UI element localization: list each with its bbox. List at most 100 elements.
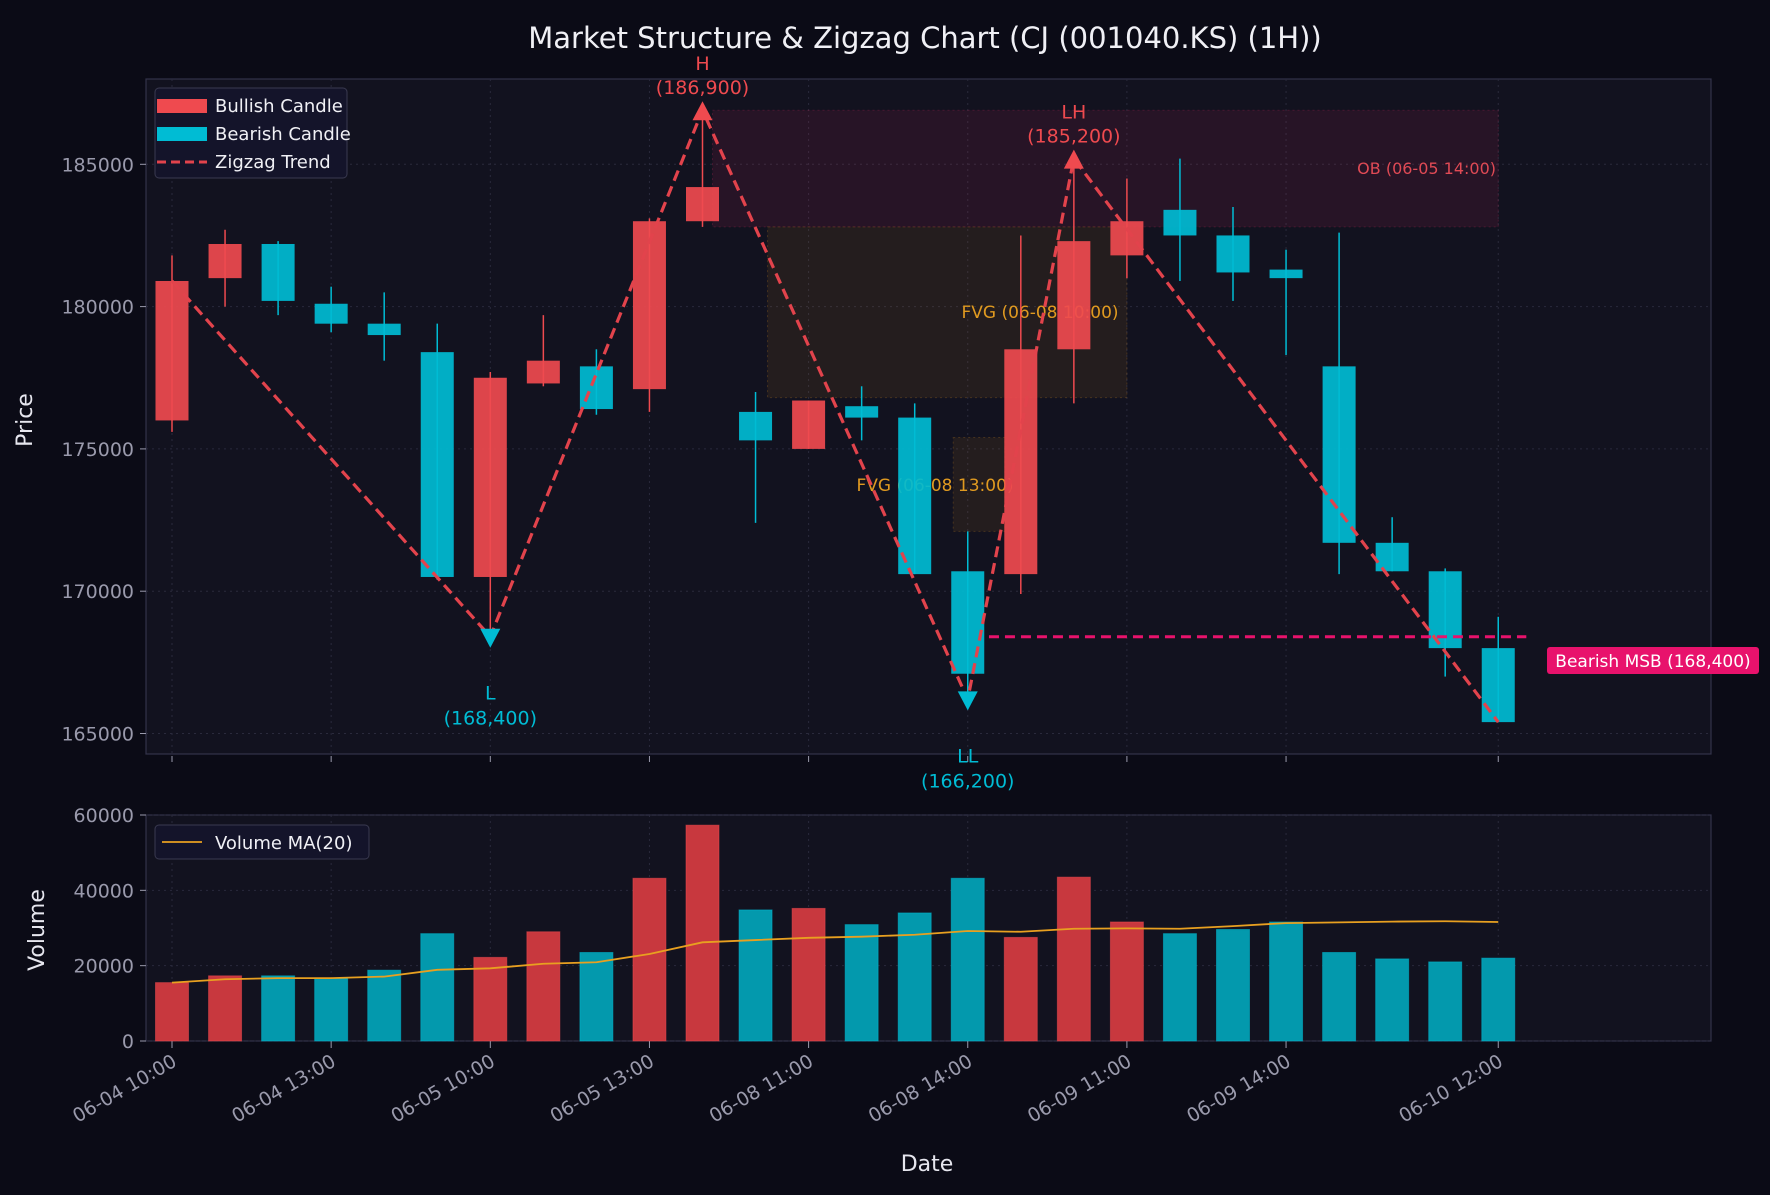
bullish-candle [1057, 158, 1091, 404]
volume-bar [1375, 958, 1410, 1042]
volume-bar [1428, 961, 1463, 1042]
order-block-zone [712, 109, 1499, 228]
pivot-low-marker [957, 691, 978, 711]
candle-body [1057, 241, 1091, 350]
pivot-value: (168,400) [444, 708, 537, 730]
zigzag-trend-line [170, 106, 1500, 724]
candle-body [208, 243, 242, 279]
volume-bar [473, 956, 508, 1042]
bearish-candle [1216, 206, 1250, 301]
volume-tick-label: 20000 [74, 956, 134, 978]
volume-bar [685, 824, 720, 1042]
candle-body [1269, 269, 1303, 279]
fvg-label: FVG (06-08 13:00) [856, 476, 1013, 496]
bullish-candle [1110, 178, 1144, 279]
volume-tick-label: 40000 [74, 880, 134, 902]
volume-bar [261, 975, 296, 1042]
volume-bar [738, 909, 773, 1042]
candle-body [1163, 209, 1197, 236]
volume-bar [1109, 921, 1144, 1042]
bearish-candle [1269, 249, 1303, 355]
legend-zigzag-label: Zigzag Trend [215, 152, 331, 173]
volume-bar [314, 977, 349, 1042]
pivot-value: (166,200) [921, 770, 1014, 792]
price-tick-label: 170000 [61, 581, 134, 603]
volume-bar [208, 975, 243, 1042]
bearish-candle [420, 323, 454, 580]
candle-body [1004, 349, 1038, 575]
price-legend: Bullish Candle Bearish Candle Zigzag Trend [154, 87, 351, 179]
pivot-low-marker [480, 628, 501, 648]
order-block-label: OB (06-05 14:00) [1357, 159, 1496, 178]
bearish-candle [1322, 232, 1356, 575]
msb-label-box [1547, 647, 1759, 674]
pivot-label: H [695, 53, 709, 75]
pivot-label: LL [957, 745, 979, 767]
pivot-high-marker [1063, 149, 1084, 169]
volume-bar [367, 969, 402, 1042]
candle-body [951, 571, 985, 674]
bearish-candle [739, 391, 773, 523]
msb-label: Bearish MSB (168,400) [1555, 652, 1750, 672]
legend-bullish-swatch [157, 99, 207, 113]
bearish-candle [261, 241, 295, 316]
volume-bar [1216, 929, 1250, 1042]
candle-body [1216, 235, 1250, 273]
volume-bar [155, 982, 189, 1042]
candle-body [739, 411, 773, 441]
volume-bar [791, 907, 826, 1042]
fvg-zone [952, 437, 1006, 532]
chart-title: Market Structure & Zigzag Chart (CJ (001… [528, 21, 1321, 55]
pivot-label: L [485, 683, 496, 705]
candle-body [1110, 221, 1144, 256]
legend-bearish-label: Bearish Candle [215, 124, 351, 145]
volume-tick-label: 0 [122, 1031, 134, 1053]
candle-body [420, 352, 454, 577]
volume-tick-label: 60000 [74, 805, 134, 827]
fvg-label: FVG (06-08 10:00) [961, 303, 1118, 323]
volume-bar [1056, 876, 1091, 1042]
bearish-candle [579, 349, 613, 415]
bullish-candle [1004, 235, 1038, 595]
bearish-candle [1163, 158, 1197, 281]
bearish-candle [845, 386, 879, 441]
volume-bar [1481, 957, 1516, 1042]
volume-bar [950, 877, 985, 1042]
bearish-candle [898, 403, 932, 575]
pivot-value: (186,900) [656, 77, 749, 99]
volume-bar [1162, 933, 1197, 1042]
legend-bullish-label: Bullish Candle [215, 96, 343, 117]
candle-body [1322, 366, 1356, 543]
volume-bar [579, 951, 614, 1042]
volume-legend: Volume MA(20) [154, 824, 370, 860]
price-axis-label: Price [13, 393, 38, 447]
bullish-candle [686, 110, 719, 227]
candle-body [792, 400, 826, 449]
price-tick-label: 175000 [61, 439, 134, 461]
candle-body [632, 221, 666, 390]
price-tick-label: 185000 [61, 154, 134, 176]
candle-body [526, 360, 560, 384]
bearish-candle [1375, 517, 1409, 572]
candle-body [898, 417, 932, 575]
bearish-candle [367, 292, 401, 361]
candle-body [155, 280, 189, 421]
legend-ma-label: Volume MA(20) [215, 833, 352, 854]
bearish-candle [314, 286, 348, 333]
candle-body [261, 243, 295, 301]
pivot-label: LH [1061, 102, 1086, 124]
date-axis-label: Date [901, 1152, 954, 1177]
volume-ma-line [171, 920, 1499, 984]
volume-bar [897, 912, 932, 1042]
candle-body [1375, 542, 1409, 572]
price-tick-label: 180000 [61, 297, 134, 319]
pivot-value: (185,200) [1027, 126, 1120, 148]
candle-body [314, 303, 348, 324]
candle-body [686, 187, 719, 222]
volume-bar [526, 931, 561, 1042]
volume-bar [1322, 951, 1357, 1042]
candle-body [845, 406, 879, 418]
price-tick-label: 165000 [61, 724, 134, 746]
